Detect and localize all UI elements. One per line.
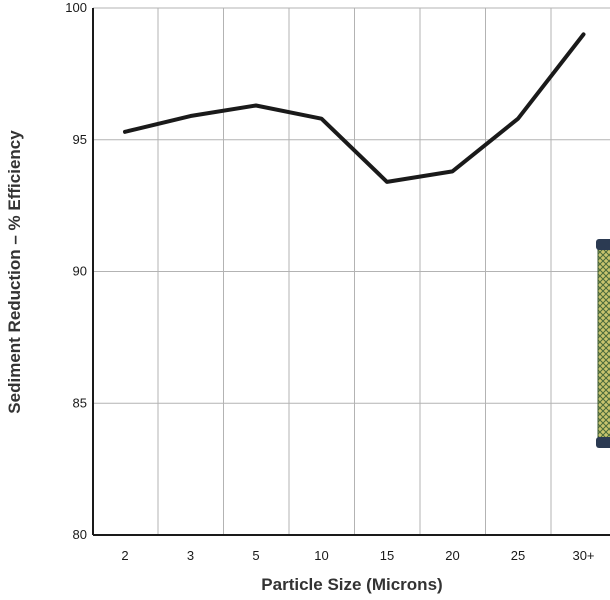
x-tick-label: 3 <box>187 548 194 563</box>
axes <box>92 8 610 536</box>
x-tick-label: 30+ <box>572 548 594 563</box>
y-tick-label: 85 <box>73 395 87 410</box>
y-tick-label: 90 <box>73 264 87 279</box>
series-line <box>123 32 586 184</box>
x-tick-labels: 2 3 5 10 15 20 25 30+ <box>121 548 594 563</box>
y-tick-labels: 80 85 90 95 100 <box>65 0 87 542</box>
x-tick-label: 10 <box>314 548 328 563</box>
x-tick-label: 2 <box>121 548 128 563</box>
y-tick-label: 95 <box>73 132 87 147</box>
x-tick-label: 20 <box>445 548 459 563</box>
y-axis-title: Sediment Reduction – % Efficiency <box>5 130 24 414</box>
y-tick-label: 80 <box>73 527 87 542</box>
water-filter-cartridge-icon <box>596 239 610 448</box>
grid-lines <box>93 7 610 535</box>
x-tick-label: 25 <box>511 548 525 563</box>
x-tick-label: 5 <box>252 548 259 563</box>
x-tick-label: 15 <box>380 548 394 563</box>
y-tick-label: 100 <box>65 0 87 15</box>
x-axis-title: Particle Size (Microns) <box>261 575 442 594</box>
